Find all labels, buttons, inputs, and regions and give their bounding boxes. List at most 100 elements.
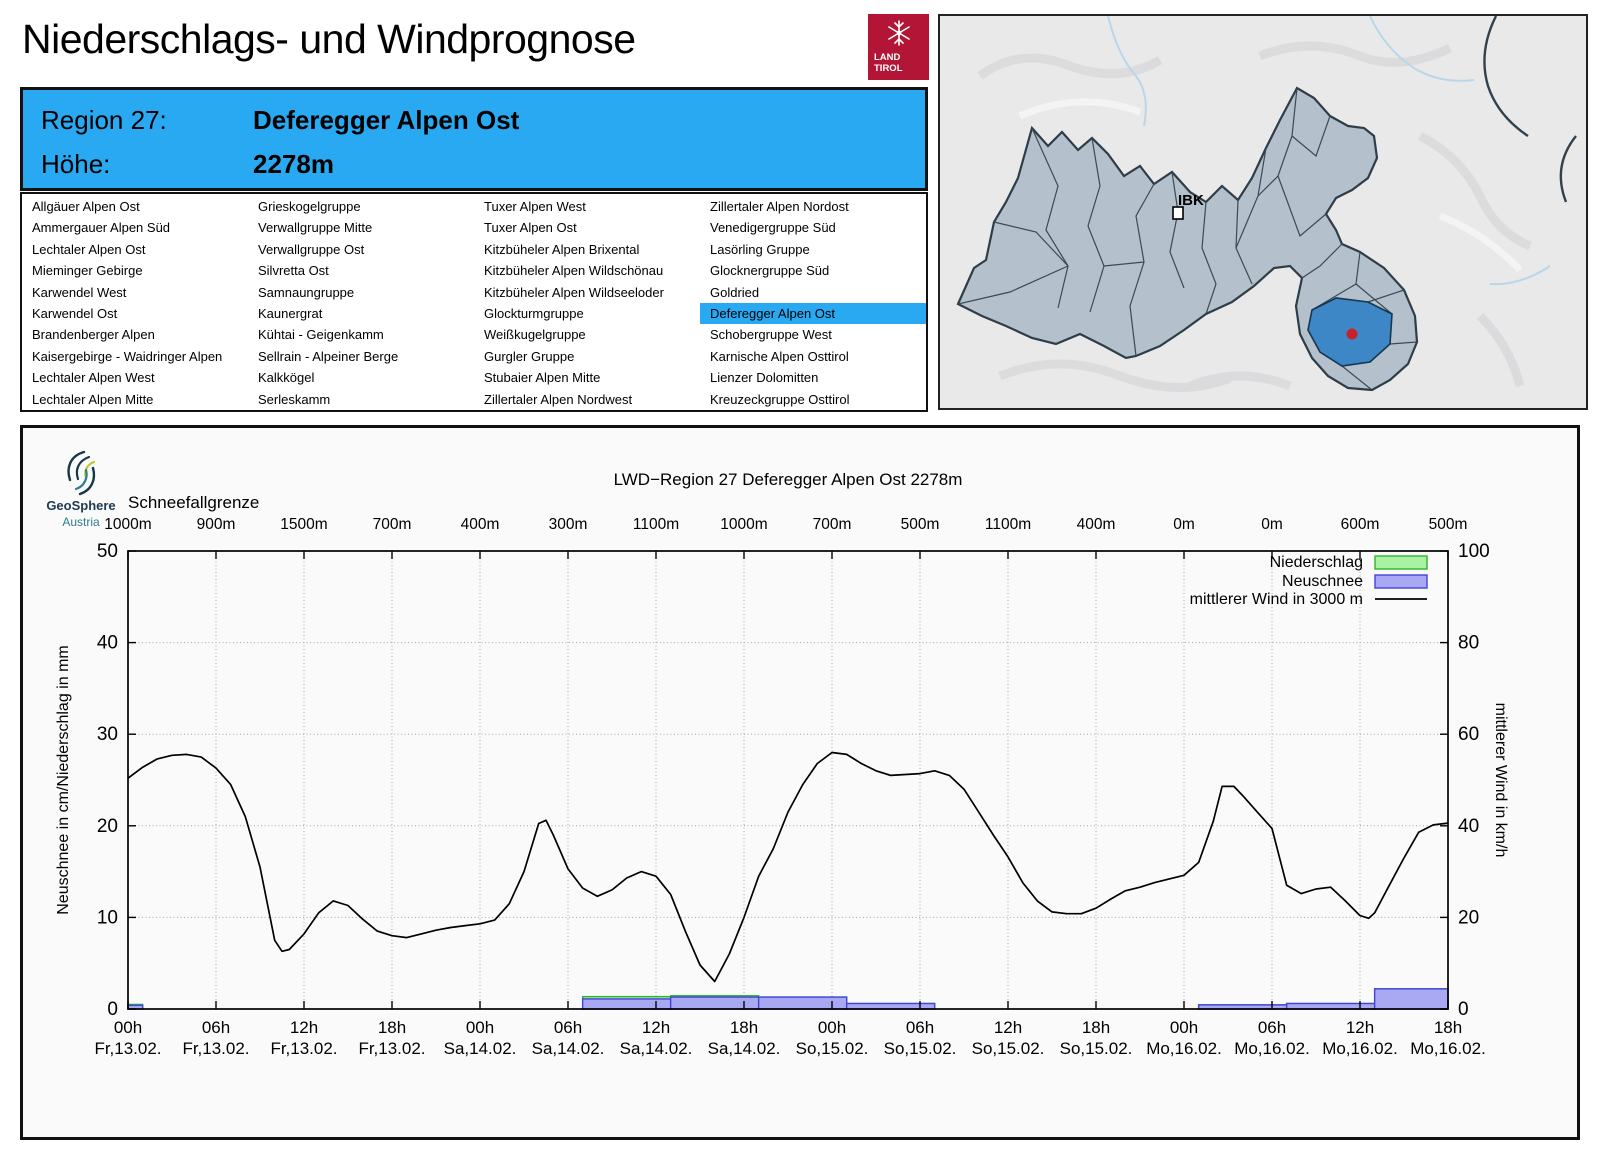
region-column: Zillertaler Alpen Nordost Venedigergruppe… — [700, 194, 926, 410]
tirol-regions-silhouette[interactable] — [956, 86, 1419, 392]
neuschnee-bar — [757, 996, 848, 1010]
gridlines — [128, 551, 1449, 1009]
y-right-tick-label: 100 — [1458, 541, 1490, 562]
x-tick-time-label: 12h — [994, 1018, 1022, 1037]
snowline-value-label: 1000m — [104, 516, 151, 533]
x-tick-date-label: Fr,13.02. — [94, 1039, 161, 1058]
y-left-tick-label: 10 — [97, 907, 118, 928]
snowflake-icon — [888, 20, 910, 46]
snowline-value-label: 0m — [1261, 516, 1283, 533]
region-item[interactable]: Lienzer Dolomitten — [710, 370, 819, 386]
region-item[interactable]: Tuxer Alpen Ost — [484, 220, 577, 236]
region-item[interactable]: Verwallgruppe Ost — [258, 241, 365, 257]
region-item[interactable]: Karnische Alpen Osttirol — [710, 348, 849, 364]
snowline-value-label: 1100m — [633, 516, 679, 533]
snowline-value-label: 700m — [813, 516, 852, 533]
national-border-line — [1483, 15, 1577, 203]
region-item[interactable]: Kaisergebirge - Waidringer Alpen — [32, 348, 223, 364]
snowline-value-label: 1500m — [280, 516, 327, 533]
region-item[interactable]: Glockturmgruppe — [484, 305, 584, 321]
neuschnee-bar — [1373, 988, 1449, 1010]
altitude-value: 2278m — [253, 149, 334, 179]
legend-swatch-neuschnee — [1374, 574, 1428, 589]
region-item[interactable]: Ammergauer Alpen Süd — [32, 220, 171, 236]
geosphere-name: GeoSphere — [46, 498, 115, 513]
region-item[interactable]: Lasörling Gruppe — [710, 241, 810, 257]
x-tick-time-label: 06h — [906, 1018, 934, 1037]
snowline-value-label: 0m — [1173, 516, 1195, 533]
y-left-tick-label: 0 — [107, 999, 118, 1020]
snowline-value-label: 700m — [373, 516, 412, 533]
page-title: Niederschlags- und Windprognose — [22, 16, 636, 62]
region-item[interactable]: Serleskamm — [258, 391, 331, 407]
region-item[interactable]: Glocknergruppe Süd — [710, 263, 830, 279]
x-tick-time-label: 18h — [378, 1018, 406, 1037]
forecast-chart-panel: GeoSphere Austria LWD−Region 27 Deferegg… — [20, 425, 1580, 1140]
forecast-point-marker — [1346, 328, 1358, 340]
y-right-tick-label: 40 — [1458, 816, 1479, 837]
region-item[interactable]: Weißkugelgruppe — [484, 327, 586, 343]
region-item[interactable]: Kitzbüheler Alpen Wildseeloder — [484, 284, 664, 300]
region-item[interactable]: Samnaungruppe — [258, 284, 355, 300]
region-item[interactable]: Kalkkögel — [258, 370, 315, 386]
region-item[interactable]: Karwendel West — [32, 284, 127, 300]
region-item[interactable]: Kühtai - Geigenkamm — [258, 327, 384, 343]
x-tick-time-label: 18h — [1082, 1018, 1110, 1037]
region-item-selected[interactable]: Deferegger Alpen Ost — [700, 302, 926, 325]
region-item[interactable]: Grieskogelgruppe — [258, 199, 361, 214]
x-tick-date-label: Sa,14.02. — [532, 1039, 605, 1058]
region-item[interactable]: Schobergruppe West — [710, 327, 832, 343]
region-item[interactable]: Kaunergrat — [258, 305, 323, 321]
snowline-value-label: 400m — [1077, 516, 1116, 533]
neuschnee-bar — [669, 996, 760, 1010]
geosphere-country: Austria — [62, 515, 100, 529]
snowline-value-label: 300m — [549, 516, 588, 533]
logo-line1: LAND — [874, 52, 901, 63]
legend-label: Niederschlag — [1270, 554, 1363, 571]
region-item[interactable]: Goldried — [710, 284, 760, 300]
region-item[interactable]: Kitzbüheler Alpen Brixental — [484, 241, 640, 257]
region-item[interactable]: Kreuzeckgruppe Osttirol — [710, 391, 850, 407]
region-item[interactable]: Lechtaler Alpen Mitte — [32, 391, 154, 407]
region-item[interactable]: Mieminger Gebirge — [32, 263, 143, 279]
y-right-tick-label: 80 — [1458, 633, 1479, 654]
y-left-tick-label: 40 — [97, 633, 118, 654]
region-item[interactable]: Karwendel Ost — [32, 305, 118, 321]
region-item[interactable]: Venedigergruppe Süd — [710, 220, 836, 236]
snowline-value-label: 600m — [1341, 516, 1380, 533]
region-item[interactable]: Lechtaler Alpen West — [32, 370, 155, 386]
snowline-value-label: 1000m — [720, 516, 767, 533]
geosphere-logo: GeoSphere Austria — [46, 450, 116, 529]
region-item[interactable]: Gurgler Gruppe — [484, 348, 575, 364]
y-right-tick-label: 0 — [1458, 999, 1469, 1020]
chart-title: LWD−Region 27 Deferegger Alpen Ost 2278m — [614, 470, 963, 489]
x-tick-date-label: Fr,13.02. — [358, 1039, 425, 1058]
x-tick-time-label: 18h — [1434, 1018, 1462, 1037]
ibk-city-marker — [1172, 206, 1184, 220]
region-item[interactable]: Allgäuer Alpen Ost — [32, 199, 140, 214]
wind-line-layer — [127, 751, 1449, 983]
region-item[interactable]: Brandenberger Alpen — [32, 327, 155, 343]
x-tick-time-label: 12h — [1346, 1018, 1374, 1037]
x-tick-date-label: Mo,16.02. — [1322, 1039, 1398, 1058]
region-item[interactable]: Zillertaler Alpen Nordwest — [484, 391, 633, 407]
region-item[interactable]: Zillertaler Alpen Nordost — [710, 199, 849, 214]
region-item[interactable]: Sellrain - Alpeiner Berge — [258, 348, 399, 364]
region-item[interactable]: Verwallgruppe Mitte — [258, 220, 373, 236]
region-item[interactable]: Stubaier Alpen Mitte — [484, 370, 601, 386]
region-item[interactable]: Lechtaler Alpen Ost — [32, 241, 146, 257]
x-tick-date-label: Sa,14.02. — [444, 1039, 517, 1058]
region-value: Deferegger Alpen Ost — [253, 105, 520, 135]
region-row: Region 27: Deferegger Alpen Ost — [23, 98, 925, 142]
y-left-tick-label: 30 — [97, 724, 118, 745]
bars-layer — [127, 988, 1449, 1010]
region-info-box: Region 27: Deferegger Alpen Ost Höhe: 2278… — [20, 87, 928, 191]
region-item[interactable]: Tuxer Alpen West — [484, 199, 586, 214]
x-tick-time-label: 12h — [642, 1018, 670, 1037]
x-tick-time-label: 00h — [1170, 1018, 1198, 1037]
plot-border — [127, 550, 1449, 1010]
region-item[interactable]: Kitzbüheler Alpen Wildschönau — [484, 263, 664, 279]
region-item[interactable]: Silvretta Ost — [258, 263, 329, 279]
x-tick-time-label: 00h — [114, 1018, 142, 1037]
